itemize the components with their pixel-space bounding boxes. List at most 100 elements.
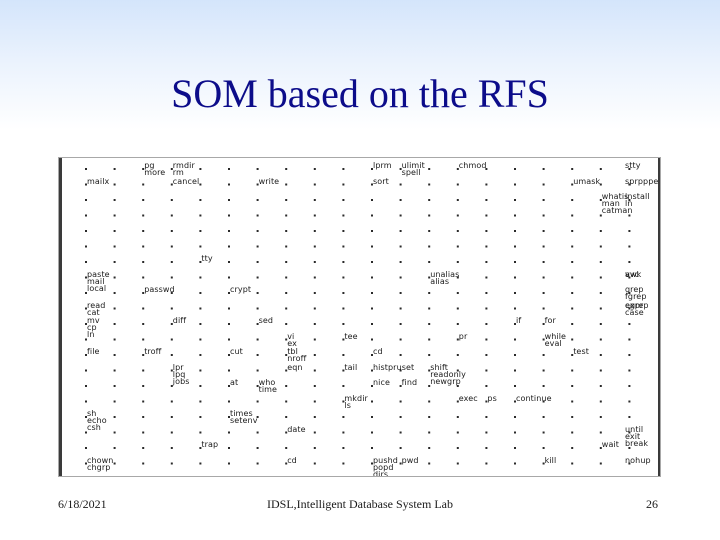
grid-dot <box>256 245 259 248</box>
grid-dot <box>285 323 288 325</box>
grid-dot <box>456 354 459 356</box>
grid-dot <box>256 416 259 418</box>
grid-dot <box>342 385 345 387</box>
grid-dot <box>256 431 259 434</box>
grid-dot <box>399 385 402 387</box>
som-word-label: lpr <box>172 362 184 372</box>
grid-dot <box>113 307 116 310</box>
grid-dot <box>113 400 116 403</box>
grid-dot <box>285 245 288 248</box>
grid-dot <box>514 307 516 310</box>
grid-dot <box>313 307 316 310</box>
grid-dot <box>85 431 87 434</box>
som-word-label: rm <box>172 168 184 177</box>
grid-dot <box>170 230 173 232</box>
grid-dot <box>313 447 316 449</box>
grid-dot <box>542 292 545 294</box>
grid-dot <box>342 245 345 248</box>
grid-dot <box>199 447 202 449</box>
grid-dot <box>142 400 145 403</box>
grid-dot <box>485 214 488 217</box>
grid-dot <box>113 323 116 325</box>
grid-dot <box>170 369 173 372</box>
grid-dot <box>571 199 574 201</box>
grid-dot <box>571 354 574 356</box>
grid-dot <box>599 369 602 372</box>
som-word-label: lpq <box>172 369 186 379</box>
grid-dot <box>628 199 631 201</box>
som-word-label: read <box>87 300 106 310</box>
grid-dot <box>571 292 574 294</box>
som-word-label: more <box>144 168 166 177</box>
grid-dot <box>342 307 345 310</box>
som-word-label: ps <box>487 393 497 403</box>
grid-dot <box>542 183 545 186</box>
grid-dot <box>371 307 373 310</box>
grid-dot <box>428 245 431 248</box>
grid-dot <box>228 323 230 325</box>
grid-dot <box>599 400 602 403</box>
grid-dot <box>228 307 230 310</box>
som-word-label: ls <box>344 400 351 410</box>
grid-dot <box>285 431 288 434</box>
grid-dot <box>199 245 202 248</box>
grid-dot <box>142 462 145 465</box>
grid-dot <box>485 369 488 372</box>
grid-dot <box>628 447 631 449</box>
grid-dot <box>285 447 288 449</box>
grid-dot <box>456 462 459 465</box>
grid-dot <box>342 431 345 434</box>
grid-dot <box>399 447 402 449</box>
grid-dot <box>285 385 288 387</box>
grid-dot <box>485 462 488 465</box>
grid-dot <box>542 416 545 418</box>
grid-dot <box>113 385 116 387</box>
grid-dot <box>599 447 602 449</box>
som-word-label: jobs <box>172 376 190 386</box>
som-word-label: eqn <box>287 362 303 372</box>
grid-dot <box>399 183 402 186</box>
grid-dot <box>313 323 316 325</box>
grid-dot <box>199 400 202 403</box>
grid-dot <box>228 338 230 341</box>
grid-dot <box>170 338 173 341</box>
grid-dot <box>371 230 373 232</box>
grid-dot <box>628 307 631 310</box>
grid-dot <box>485 292 488 294</box>
grid-dot <box>456 369 459 372</box>
grid-dot <box>142 447 145 449</box>
grid-dot <box>571 168 574 170</box>
grid-dot <box>142 292 145 294</box>
som-word-label: rmdir <box>172 161 195 170</box>
grid-dot <box>428 292 431 294</box>
grid-dot <box>599 199 602 201</box>
grid-dot <box>313 400 316 403</box>
grid-dot <box>85 385 87 387</box>
grid-dot <box>142 369 145 372</box>
grid-dot <box>399 431 402 434</box>
grid-dot <box>228 416 230 418</box>
grid-dot <box>228 385 230 387</box>
grid-dot <box>399 416 402 418</box>
grid-dot <box>113 214 116 217</box>
grid-dot <box>199 183 202 186</box>
som-word-label: times <box>230 409 253 418</box>
grid-dot <box>371 261 373 263</box>
som-word-label: file <box>87 347 100 356</box>
grid-dot <box>542 245 545 248</box>
som-word-label: spell <box>401 168 421 177</box>
grid-dot <box>313 416 316 418</box>
som-word-label: kill <box>544 455 557 465</box>
grid-dot <box>571 307 574 310</box>
som-word-label: csh <box>87 423 101 432</box>
grid-dot <box>199 214 202 217</box>
grid-dot <box>256 214 259 217</box>
grid-dot <box>256 338 259 341</box>
grid-dot <box>85 462 87 465</box>
grid-dot <box>456 323 459 325</box>
grid-dot <box>313 431 316 434</box>
som-word-label: dirs <box>373 469 389 477</box>
grid-dot <box>428 385 431 387</box>
grid-dot <box>514 385 516 387</box>
grid-dot <box>456 431 459 434</box>
